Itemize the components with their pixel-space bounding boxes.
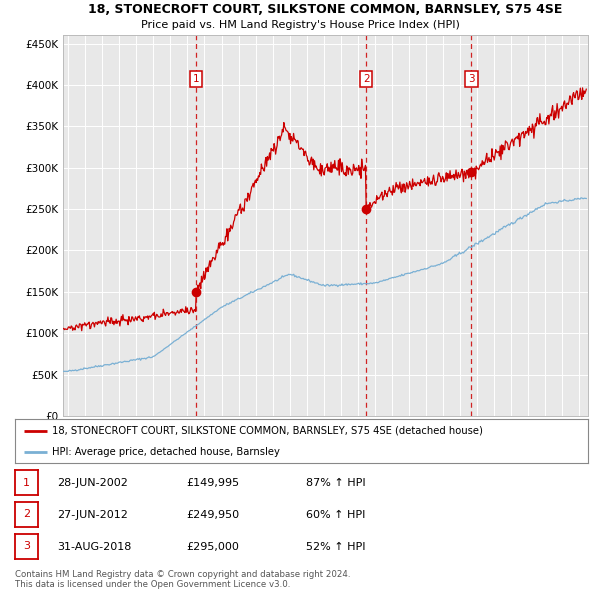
Text: 1: 1 (193, 74, 199, 84)
Text: 18, STONECROFT COURT, SILKSTONE COMMON, BARNSLEY, S75 4SE (detached house): 18, STONECROFT COURT, SILKSTONE COMMON, … (52, 426, 483, 436)
Text: 2: 2 (363, 74, 370, 84)
Text: 3: 3 (23, 542, 30, 551)
Text: £295,000: £295,000 (186, 542, 239, 552)
Text: 28-JUN-2002: 28-JUN-2002 (57, 478, 128, 488)
Text: £249,950: £249,950 (186, 510, 239, 520)
Text: 2: 2 (23, 510, 30, 519)
Text: 60% ↑ HPI: 60% ↑ HPI (306, 510, 365, 520)
Text: 1: 1 (23, 478, 30, 487)
Text: 27-JUN-2012: 27-JUN-2012 (57, 510, 128, 520)
Text: 31-AUG-2018: 31-AUG-2018 (57, 542, 131, 552)
Text: 3: 3 (468, 74, 475, 84)
Text: 87% ↑ HPI: 87% ↑ HPI (306, 478, 365, 488)
Text: Price paid vs. HM Land Registry's House Price Index (HPI): Price paid vs. HM Land Registry's House … (140, 20, 460, 30)
Text: £149,995: £149,995 (186, 478, 239, 488)
Text: HPI: Average price, detached house, Barnsley: HPI: Average price, detached house, Barn… (52, 447, 280, 457)
Text: Contains HM Land Registry data © Crown copyright and database right 2024.
This d: Contains HM Land Registry data © Crown c… (15, 570, 350, 589)
Title: 18, STONECROFT COURT, SILKSTONE COMMON, BARNSLEY, S75 4SE: 18, STONECROFT COURT, SILKSTONE COMMON, … (88, 3, 563, 16)
Text: 52% ↑ HPI: 52% ↑ HPI (306, 542, 365, 552)
